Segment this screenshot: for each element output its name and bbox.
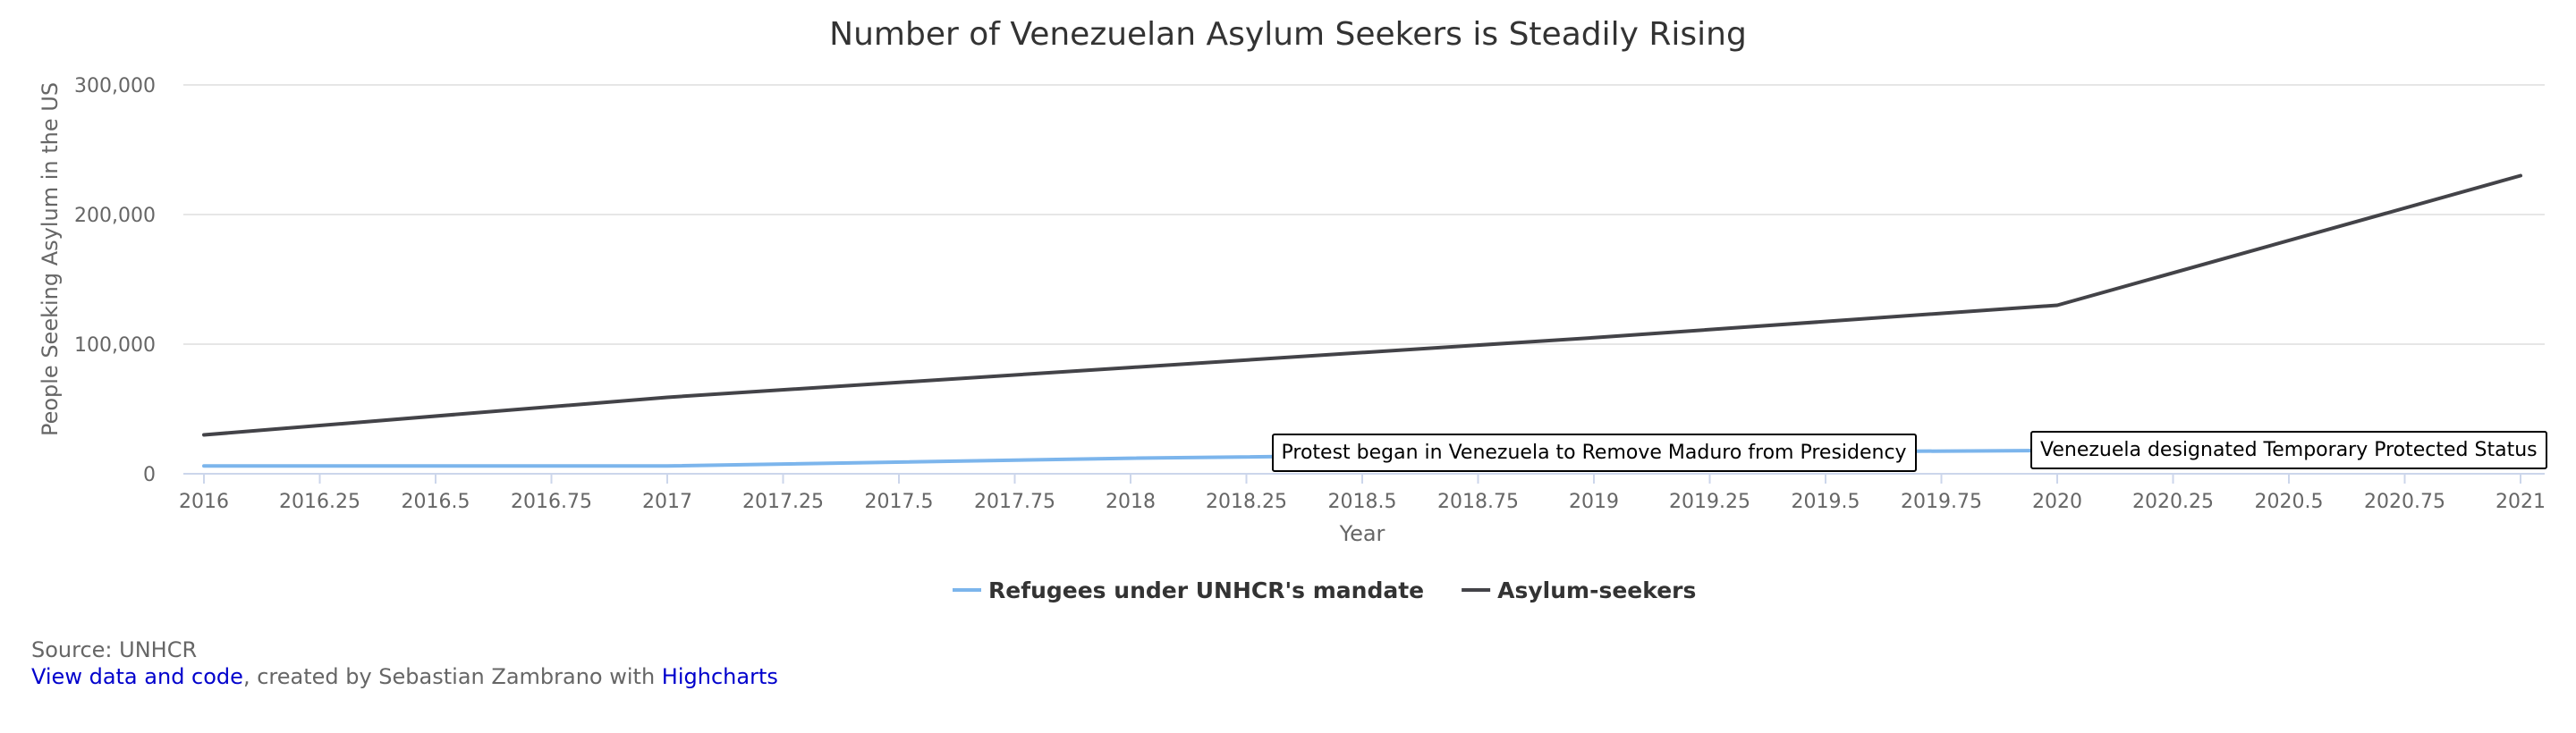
series-lines [202,173,2522,468]
legend-item-2: Asylum-seekers [1497,577,1696,603]
x-tick-label: 2017.25 [742,491,824,513]
x-tick-label: 2020.5 [2255,491,2324,513]
x-tick-label: 2016.75 [511,491,592,513]
x-tick-label: 2019.5 [1792,491,1860,513]
y-tick-label: 0 [143,464,156,486]
x-axis-ticks: 2016 2016.25 2016.5 2016.75 2017 2017.25 2017.… [179,474,2546,513]
source-credit: Source: UNHCR [31,637,198,662]
x-tick-label: 2017.5 [865,491,934,513]
y-tick-label: 100,000 [74,334,156,357]
x-tick-label: 2017 [642,491,692,513]
x-tick-label: 2020.25 [2132,491,2214,513]
highcharts-link[interactable]: Highcharts [661,664,778,689]
x-tick-label: 2019.25 [1669,491,1750,513]
y-tick-label: 200,000 [74,205,156,227]
series-line-2 [202,173,2522,437]
x-tick-label: 2018.75 [1437,491,1519,513]
footer-credit: View data and code, created by Sebastian… [31,664,778,689]
x-tick-label: 2016.25 [279,491,360,513]
legend: Refugees under UNHCR's mandate Asylum-see… [953,577,1696,603]
y-tick-label: 300,000 [74,75,156,97]
chart-title: Number of Venezuelan Asylum Seekers is S… [829,16,1747,53]
x-tick-label: 2021 [2496,491,2546,513]
x-tick-label: 2016 [179,491,229,513]
y-axis-ticks: 0 100,000 200,000 300,000 [74,75,156,486]
x-tick-label: 2018 [1106,491,1156,513]
annotation-label-1: Protest began in Venezuela to Remove Mad… [1271,434,1917,473]
y-axis-title: People Seeking Asylum in the US [38,82,63,436]
annotation-label-2: Venezuela designated Temporary Protected… [2030,431,2547,470]
x-tick-label: 2020 [2032,491,2082,513]
x-tick-label: 2016.5 [402,491,470,513]
x-tick-label: 2018.25 [1206,491,1287,513]
legend-item-1: Refugees under UNHCR's mandate [988,577,1424,603]
x-tick-label: 2020.75 [2364,491,2445,513]
grid-lines [183,84,2545,345]
x-tick-label: 2019 [1569,491,1619,513]
credit-text: , created by Sebastian Zambrano with [242,664,662,689]
x-tick-label: 2019.75 [1901,491,1982,513]
x-axis-title: Year [1339,521,1385,546]
x-tick-label: 2018.5 [1328,491,1397,513]
view-data-link[interactable]: View data and code [31,664,243,689]
x-tick-label: 2017.75 [974,491,1055,513]
